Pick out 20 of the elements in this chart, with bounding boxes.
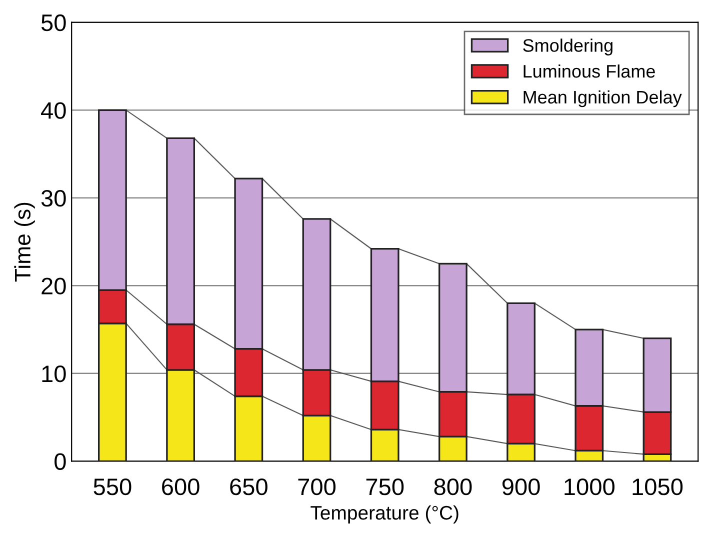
y-axis-title: Time (s)	[14, 202, 35, 282]
y-tick-label: 10	[42, 365, 66, 382]
x-tick-label: 550	[94, 478, 132, 496]
x-tick-label: 750	[366, 478, 404, 496]
legend-label: Mean Ignition Delay	[524, 90, 682, 108]
y-tick-label: 50	[41, 14, 66, 32]
x-tick-label: 650	[230, 478, 268, 496]
x-tick-label: 800	[434, 478, 472, 496]
y-tick-label: 30	[41, 190, 66, 207]
x-tick-label: 1050	[632, 478, 683, 496]
x-tick-label: 700	[298, 478, 336, 496]
x-tick-label: 900	[502, 478, 540, 496]
x-tick-label: 600	[162, 478, 200, 496]
x-tick-label: 1000	[564, 478, 614, 496]
legend-label: Luminous Flame	[524, 64, 655, 78]
y-tick-label: 40	[41, 102, 66, 119]
x-axis-title: Temperature (°C)	[310, 505, 458, 524]
legend-label: Smoldering	[523, 38, 612, 56]
y-tick-label: 20	[42, 278, 66, 294]
y-tick-label: 0	[54, 453, 66, 470]
